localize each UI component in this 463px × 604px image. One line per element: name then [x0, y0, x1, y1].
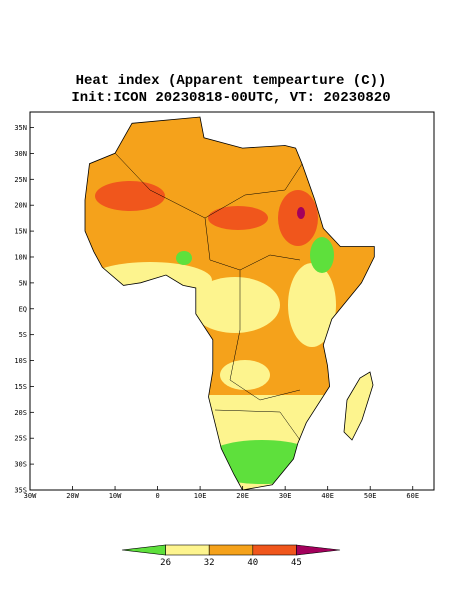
y-tick-label: 15S [14, 383, 27, 391]
x-tick-label: 0 [155, 492, 159, 500]
y-tick-label: EQ [19, 305, 27, 313]
x-tick-label: 20W [66, 492, 79, 500]
y-tick-label: 5S [19, 331, 27, 339]
field-red [95, 181, 165, 211]
y-tick-label: 20S [14, 409, 27, 417]
field-yellow [220, 360, 270, 390]
y-tick-label: 20N [14, 202, 27, 210]
field-red [278, 190, 318, 246]
title: Heat index (Apparent tempearture (C)) [76, 73, 387, 89]
y-tick-label: 30S [14, 461, 27, 469]
colorbar-label: 40 [247, 558, 258, 568]
field-green [176, 251, 192, 265]
borders [114, 152, 303, 441]
field-green [310, 237, 334, 273]
x-tick-label: 10E [194, 492, 207, 500]
y-tick-label: 35S [14, 487, 27, 495]
y-tick-label: 10S [14, 357, 27, 365]
colorbar-label: 26 [160, 558, 171, 568]
y-tick-label: 15N [14, 228, 27, 236]
colorbar-label: 32 [204, 558, 215, 568]
y-tick-label: 5N [19, 279, 27, 287]
x-tick-label: 60E [406, 492, 419, 500]
colorbar-label: 45 [291, 558, 302, 568]
x-tick-label: 10W [109, 492, 122, 500]
colorbar-box [252, 544, 297, 556]
border [229, 270, 301, 401]
field-yellow [190, 277, 280, 333]
y-tick-label: 25N [14, 176, 27, 184]
y-tick-label: 10N [14, 253, 27, 261]
y-tick-label: 35N [14, 124, 27, 132]
field-yellow [288, 263, 336, 347]
field-purple [297, 207, 305, 219]
colorbar-box [208, 544, 254, 556]
x-tick-label: 40E [321, 492, 334, 500]
colorbar-end [121, 544, 166, 556]
field-red [208, 206, 268, 230]
x-tick-label: 30E [279, 492, 292, 500]
colorbar-box [165, 544, 210, 556]
x-tick-label: 20E [236, 492, 249, 500]
y-tick-label: 30N [14, 150, 27, 158]
x-tick-label: 30W [24, 492, 37, 500]
subtitle: Init:ICON 20230818-00UTC, VT: 20230820 [71, 90, 390, 106]
x-tick-label: 50E [364, 492, 377, 500]
madagascar [343, 371, 374, 441]
colorbar: 26 32 40 45 [121, 544, 341, 568]
border [114, 152, 303, 219]
colorbar-end [296, 544, 341, 556]
y-tick-label: 25S [14, 435, 27, 443]
border [214, 409, 301, 441]
